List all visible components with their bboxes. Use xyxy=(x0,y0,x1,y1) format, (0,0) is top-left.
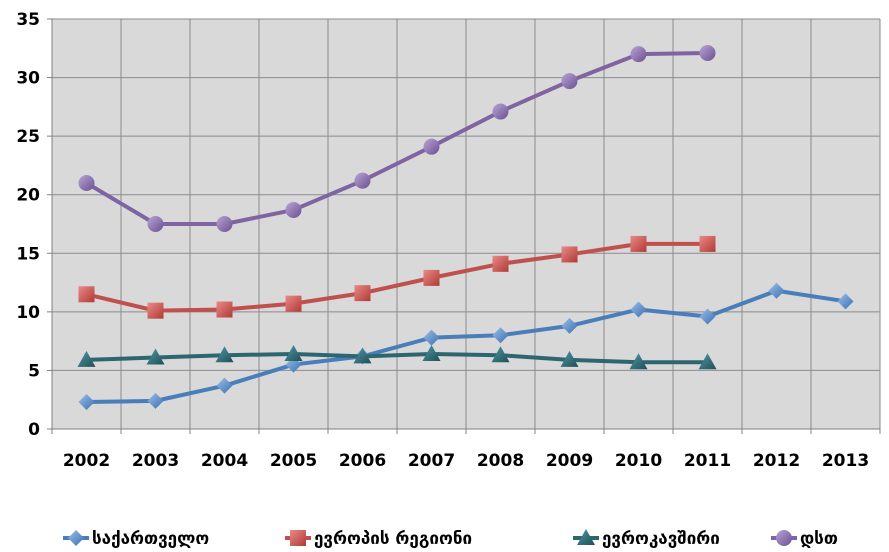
series-3-marker xyxy=(629,353,648,370)
x-tick-label: 2003 xyxy=(132,451,179,471)
series-3 xyxy=(77,345,717,370)
y-tick-label: 15 xyxy=(16,244,40,264)
series-3-marker xyxy=(491,346,510,363)
series-3-marker xyxy=(353,347,372,364)
series-2-marker xyxy=(216,301,233,318)
x-tick-label: 2004 xyxy=(201,451,248,471)
series-1-marker xyxy=(423,329,440,346)
series-line xyxy=(86,241,708,313)
series-2-marker xyxy=(147,302,164,319)
series-4-marker xyxy=(492,103,509,120)
series-line xyxy=(86,288,846,405)
y-tick-label: 35 xyxy=(16,10,40,30)
series-2-marker xyxy=(630,235,647,252)
x-tick-label: 2013 xyxy=(822,451,869,471)
series-4-marker xyxy=(699,44,716,61)
series-4-marker xyxy=(630,46,647,63)
series-line xyxy=(86,352,708,365)
series-1-marker xyxy=(768,282,785,299)
series-4-marker xyxy=(561,73,578,90)
series-2-marker xyxy=(561,246,578,263)
series-1-marker xyxy=(699,308,716,325)
series-line xyxy=(85,50,708,226)
series-3-marker xyxy=(284,345,303,362)
series-1-marker xyxy=(216,377,233,394)
legend-label: საქართველო xyxy=(92,529,209,549)
legend-marker xyxy=(290,530,306,546)
legend-label: ევროპის რეგიონი xyxy=(314,529,472,549)
series-2-marker xyxy=(492,255,509,272)
x-tick-label: 2006 xyxy=(339,451,386,471)
series-4-marker xyxy=(78,175,95,191)
x-tick-label: 2007 xyxy=(408,451,455,471)
series-1 xyxy=(78,282,854,411)
series-4-marker xyxy=(147,216,164,232)
legend-item-1: საქართველო xyxy=(63,529,209,549)
series-3-marker xyxy=(422,345,441,362)
series-1-marker xyxy=(630,301,647,318)
series-3-marker xyxy=(698,353,717,370)
series-2-marker xyxy=(423,269,440,286)
series-1-marker xyxy=(837,293,854,310)
y-tick-label: 25 xyxy=(16,127,40,147)
legend-label: ევროკავშირი xyxy=(602,529,720,549)
axes xyxy=(47,18,881,434)
y-tick-label: 30 xyxy=(16,69,40,89)
series-1-marker xyxy=(561,317,578,334)
x-axis-ticks: 2002 2003 2004 2005 2006 2007 2008 2009 2010 2011… xyxy=(63,451,869,471)
x-tick-label: 2012 xyxy=(753,451,800,471)
series-4-marker xyxy=(285,201,302,218)
y-tick-label: 20 xyxy=(16,186,40,206)
legend-item-4: დსთ xyxy=(771,529,838,549)
y-tick-label: 10 xyxy=(16,303,40,323)
series-2-marker xyxy=(699,235,716,252)
legend-item-2: ევროპის რეგიონი xyxy=(285,529,472,549)
series-4-marker xyxy=(423,138,440,155)
series-group xyxy=(77,44,854,411)
y-tick-label: 5 xyxy=(28,361,40,381)
series-2-marker xyxy=(354,285,371,302)
legend-marker xyxy=(577,529,595,545)
x-tick-label: 2008 xyxy=(477,451,524,471)
series-2 xyxy=(78,235,716,319)
x-tick-label: 2011 xyxy=(684,451,731,471)
series-1-marker xyxy=(492,327,509,344)
series-4-marker xyxy=(354,172,371,189)
series-3-marker xyxy=(560,350,579,367)
series-4-marker xyxy=(216,216,233,232)
legend-marker xyxy=(68,530,84,546)
x-tick-label: 2009 xyxy=(546,451,593,471)
legend: საქართველო ევროპის რეგიონი ევროკავშირი დსთ xyxy=(63,529,838,549)
x-tick-label: 2002 xyxy=(63,451,110,471)
y-axis-ticks: 0 5 10 15 20 25 30 35 xyxy=(16,10,40,440)
x-tick-label: 2010 xyxy=(615,451,662,471)
series-3-marker xyxy=(77,350,96,367)
series-2-marker xyxy=(285,295,302,312)
legend-label: დსთ xyxy=(800,529,838,549)
series-3-marker xyxy=(215,346,234,363)
y-tick-label: 0 xyxy=(28,420,40,440)
legend-marker xyxy=(776,530,792,546)
series-1-marker xyxy=(78,394,95,411)
x-tick-label: 2005 xyxy=(270,451,317,471)
series-3-marker xyxy=(146,348,165,365)
series-1-marker xyxy=(147,392,164,409)
series-2-marker xyxy=(78,286,95,303)
legend-item-3: ევროკავშირი xyxy=(573,529,720,549)
series-4 xyxy=(78,44,716,232)
